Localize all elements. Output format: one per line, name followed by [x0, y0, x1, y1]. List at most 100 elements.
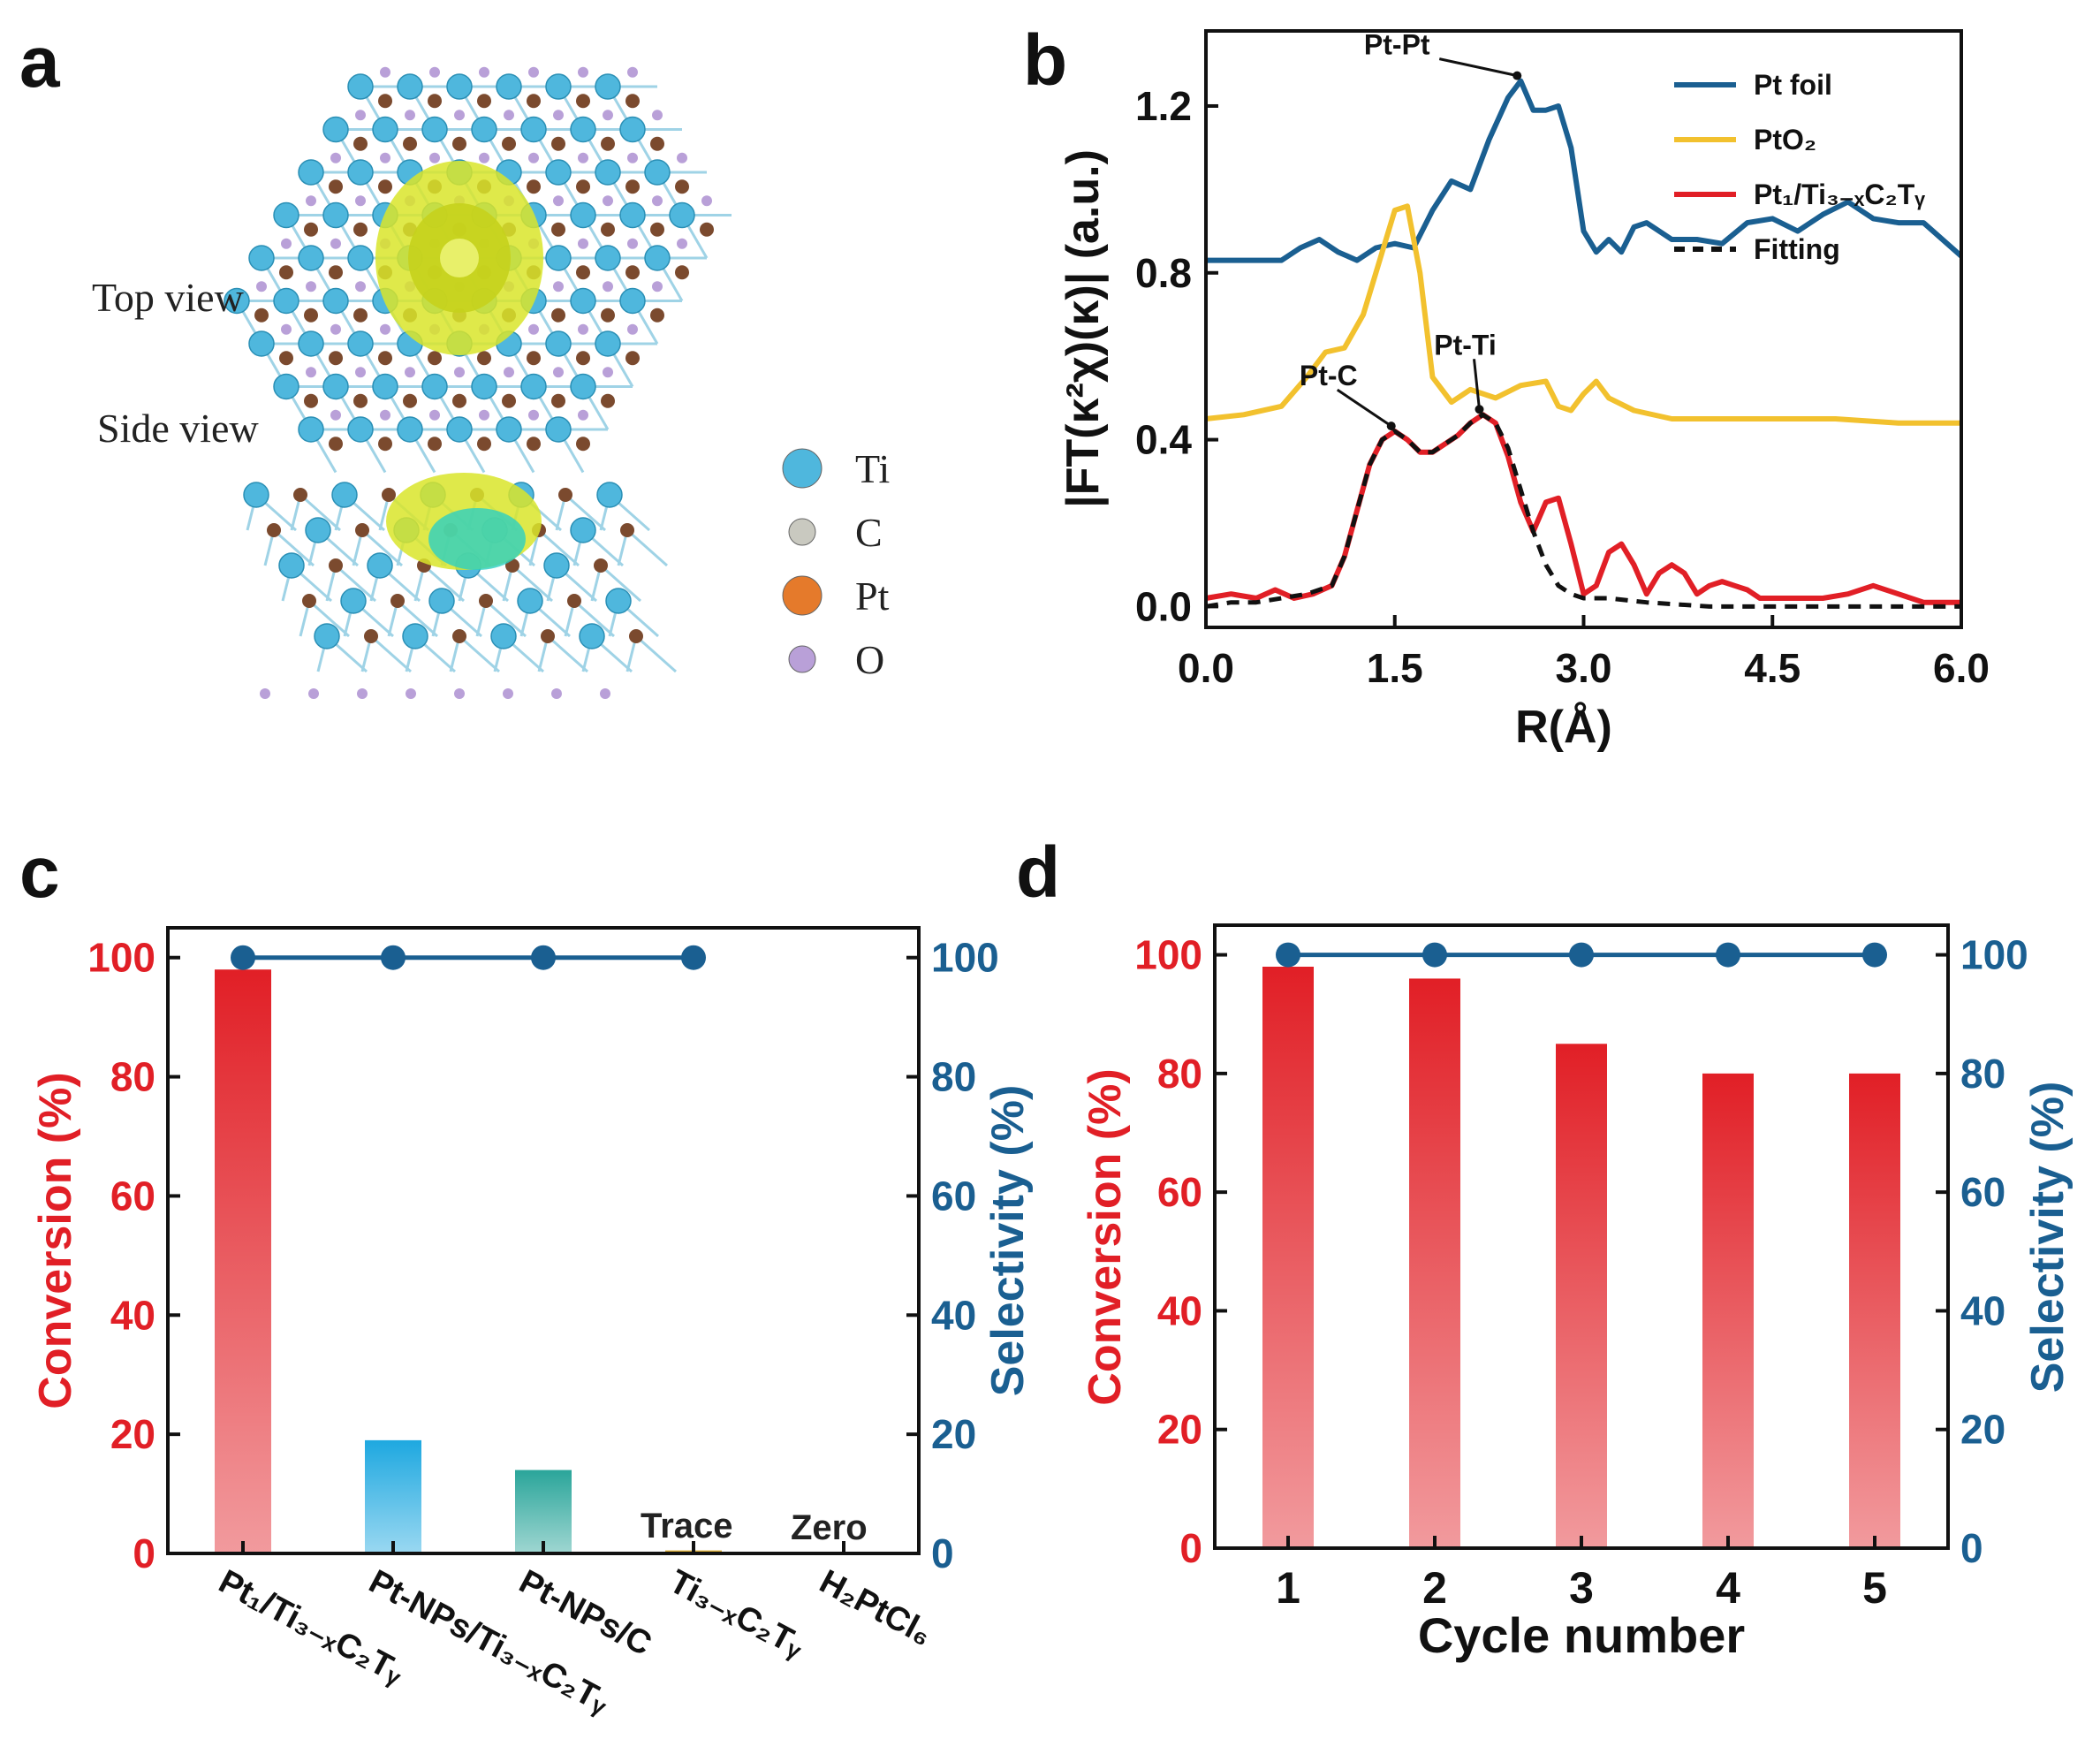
top-view-label: Top view	[92, 275, 245, 320]
o-atom	[677, 152, 687, 163]
panel-b-legend: Pt foil PtO₂ Pt₁/Ti₃₋ₓC₂Tᵧ Fitting	[1674, 69, 1925, 265]
o-atom	[553, 367, 564, 378]
c-atom	[378, 94, 392, 109]
ti-atom	[397, 416, 423, 443]
o-atom	[357, 688, 368, 699]
o-atom	[355, 367, 366, 378]
x-tick-label: 6.0	[1933, 645, 1990, 691]
o-atom	[528, 66, 539, 78]
ti-atom	[471, 373, 497, 400]
c-atom	[304, 222, 318, 237]
legend-ti-label: Ti	[855, 446, 890, 491]
legend-ti-swatch	[782, 448, 823, 489]
y-tick-label: 40	[1157, 1287, 1202, 1333]
bond	[361, 528, 403, 567]
y-tick-label: 60	[110, 1173, 155, 1219]
x-tick-label: H₂PtCl₆	[814, 1563, 938, 1653]
o-atom	[627, 323, 638, 335]
selectivity-point-d-0	[1276, 942, 1300, 968]
o-atom	[454, 688, 465, 699]
o-atom	[578, 409, 588, 421]
ti-atom	[322, 373, 349, 400]
bond	[273, 528, 315, 567]
ti-atom	[298, 159, 324, 186]
ti-atom	[545, 330, 572, 357]
o-atom	[479, 152, 489, 163]
o-atom	[677, 238, 687, 249]
o-atom	[380, 323, 390, 335]
ti-atom	[273, 287, 299, 315]
x-tick-label: Ti₃₋ₓC₂Tᵧ	[663, 1563, 811, 1666]
o-atom	[429, 409, 440, 421]
selectivity-point-d-2	[1569, 942, 1594, 968]
ti-atom	[570, 373, 596, 400]
panel-d-y2-axis-label: Selectivity (%)	[2022, 1082, 2073, 1393]
ti-atom	[340, 588, 367, 614]
c-atom	[378, 437, 392, 452]
selectivity-point-c-3	[681, 945, 706, 970]
o-atom	[652, 281, 663, 292]
c-atom	[527, 179, 541, 194]
y2-tick-label: 80	[931, 1054, 976, 1100]
y2-tick-label: 60	[1960, 1169, 2005, 1215]
c-atom	[378, 179, 392, 194]
c-atom	[601, 393, 615, 408]
charge-density-depletion-side	[428, 508, 526, 570]
ti-atom	[273, 201, 299, 229]
y2-tick-label: 60	[931, 1173, 976, 1219]
c-atom	[279, 351, 293, 366]
selectivity-point-c-2	[531, 945, 556, 970]
series-line-1	[1205, 203, 1961, 426]
selectivity-point-d-1	[1422, 942, 1447, 968]
o-atom	[553, 281, 564, 292]
c-atom	[625, 179, 640, 194]
ti-atom	[421, 373, 448, 400]
ti-atom	[570, 116, 596, 143]
y-tick-label: 100	[87, 935, 155, 981]
c-atom	[353, 393, 368, 408]
bond	[423, 564, 465, 603]
y2-tick-label: 40	[1960, 1287, 2005, 1333]
o-atom	[553, 110, 564, 121]
c-atom	[452, 629, 466, 643]
bar-d-1	[1409, 978, 1460, 1548]
panel-c-y2-axis-label: Selectivity (%)	[982, 1085, 1034, 1397]
legend-o-label: O	[855, 637, 884, 682]
c-atom	[479, 594, 493, 608]
o-atom	[603, 281, 613, 292]
o-atom	[528, 409, 539, 421]
c-atom	[625, 265, 640, 280]
o-atom	[627, 152, 638, 163]
c-atom	[403, 393, 417, 408]
ti-atom	[644, 245, 671, 271]
c-atom	[551, 393, 565, 408]
panel-c-bars	[215, 969, 722, 1553]
o-atom	[256, 281, 267, 292]
o-atom	[578, 152, 588, 163]
o-atom	[306, 367, 316, 378]
y-tick-label: 40	[110, 1292, 155, 1338]
o-atom	[380, 409, 390, 421]
y-tick-label: 0.0	[1135, 583, 1192, 629]
panel-a-label: a	[19, 22, 61, 103]
o-atom	[308, 688, 319, 699]
o-atom	[578, 66, 588, 78]
c-atom	[625, 94, 640, 109]
o-atom	[503, 688, 513, 699]
c-atom	[390, 594, 405, 608]
c-atom	[382, 488, 396, 502]
ti-atom	[545, 416, 572, 443]
panel-d-label: d	[1016, 832, 1060, 913]
y-tick-label: 60	[1157, 1169, 1202, 1215]
bond	[299, 493, 341, 532]
annotation-arrowhead-2	[1475, 405, 1484, 414]
panel-d-bars	[1262, 967, 1900, 1548]
ti-atom	[224, 287, 250, 315]
legend-label-3: Fitting	[1754, 233, 1840, 265]
selectivity-point-d-4	[1862, 942, 1887, 968]
ti-atom	[248, 245, 275, 271]
bond	[397, 599, 438, 638]
ti-atom	[397, 73, 423, 100]
y-tick-label: 0.8	[1135, 250, 1192, 296]
